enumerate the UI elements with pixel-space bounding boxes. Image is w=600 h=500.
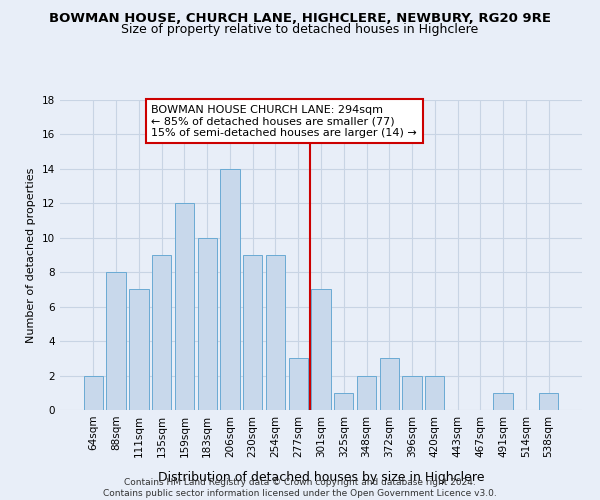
Text: Size of property relative to detached houses in Highclere: Size of property relative to detached ho… xyxy=(121,22,479,36)
Bar xyxy=(311,290,331,410)
Bar xyxy=(220,169,239,410)
Bar xyxy=(175,204,194,410)
Bar xyxy=(266,255,285,410)
Bar xyxy=(357,376,376,410)
Bar xyxy=(425,376,445,410)
Y-axis label: Number of detached properties: Number of detached properties xyxy=(26,168,37,342)
Bar xyxy=(197,238,217,410)
Bar xyxy=(403,376,422,410)
Bar xyxy=(84,376,103,410)
Bar xyxy=(539,393,558,410)
X-axis label: Distribution of detached houses by size in Highclere: Distribution of detached houses by size … xyxy=(158,471,484,484)
Bar xyxy=(243,255,262,410)
Bar xyxy=(129,290,149,410)
Text: BOWMAN HOUSE CHURCH LANE: 294sqm
← 85% of detached houses are smaller (77)
15% o: BOWMAN HOUSE CHURCH LANE: 294sqm ← 85% o… xyxy=(151,104,417,138)
Bar xyxy=(380,358,399,410)
Bar xyxy=(493,393,513,410)
Text: Contains HM Land Registry data © Crown copyright and database right 2024.
Contai: Contains HM Land Registry data © Crown c… xyxy=(103,478,497,498)
Bar xyxy=(289,358,308,410)
Bar xyxy=(152,255,172,410)
Bar xyxy=(334,393,353,410)
Bar xyxy=(106,272,126,410)
Text: BOWMAN HOUSE, CHURCH LANE, HIGHCLERE, NEWBURY, RG20 9RE: BOWMAN HOUSE, CHURCH LANE, HIGHCLERE, NE… xyxy=(49,12,551,26)
